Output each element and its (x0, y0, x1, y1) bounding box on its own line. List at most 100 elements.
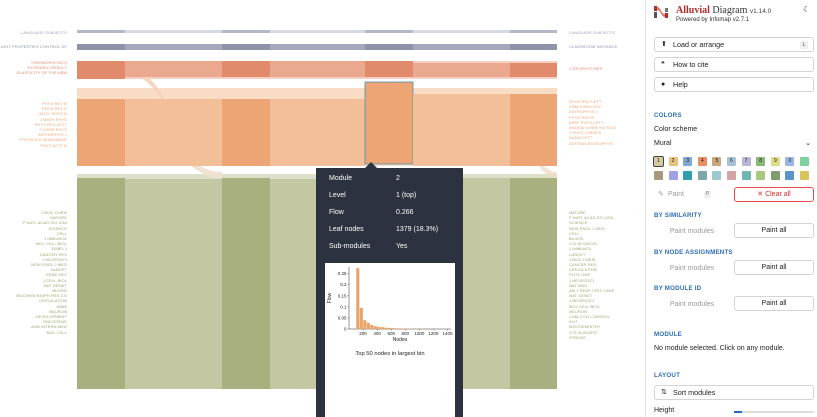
left-node-label: DEVELOPMENT (35, 314, 67, 319)
app-name: Alluvial (676, 5, 710, 16)
paint-button[interactable]: ✎ Paint P (654, 187, 724, 202)
right-node-label: J CLIN INVEST (569, 329, 599, 335)
right-node-label: NATURE (569, 210, 586, 215)
left-node-label: CANCER RES (39, 251, 67, 257)
histogram-bar (387, 327, 392, 329)
color-swatch[interactable] (770, 171, 780, 180)
histogram-bar (377, 326, 381, 329)
left-node-label: SCIENCE (48, 225, 67, 231)
left-node-label: J NEUROSCI (41, 256, 67, 262)
color-swatch[interactable] (741, 171, 751, 180)
left-node-label: PHYS REV E (41, 106, 67, 112)
histogram-bar (391, 328, 395, 329)
y-tick-label: 0.1 (340, 304, 347, 309)
color-swatch[interactable]: 9 (770, 157, 780, 166)
load-label: Load or arrange (673, 40, 725, 49)
color-swatch[interactable] (756, 171, 766, 180)
tooltip-arrow (365, 162, 377, 168)
left-node-label: LANCET (50, 267, 67, 273)
color-swatch[interactable]: 8 (756, 157, 766, 166)
color-swatch[interactable]: 5 (712, 157, 722, 166)
color-swatch[interactable]: 3 (683, 157, 693, 166)
tooltip-key-sub-modules: Sub-modules (329, 243, 371, 250)
left-node-label: J MATH PHYS (39, 116, 67, 122)
right-node-label: CANCER RES (569, 262, 597, 267)
left-node-label: NAT GENET (43, 282, 67, 288)
histogram-bar (398, 328, 402, 329)
left-node-label: P NATL ACAD SCI USA (22, 220, 67, 226)
module-id-paint-all-button[interactable]: Paint all (734, 296, 814, 311)
similarity-paint-all-button[interactable]: Paint all (734, 223, 814, 238)
histogram-bar (363, 320, 367, 329)
histogram-svg: 200 400 600 800 1000 1200 1400 0 0.05 0.1 0.15 0.2 0… (327, 267, 453, 343)
color-swatch[interactable] (800, 157, 809, 166)
paint-label: Paint (668, 191, 684, 198)
left-node-label: MOL CELL (46, 329, 67, 335)
left-node-label: PHYSICA D NONLINEAR (19, 137, 67, 143)
sort-modules-button[interactable]: ⇅ Sort modules (654, 385, 814, 400)
color-scheme-select[interactable]: Mural ⌄ (654, 137, 814, 150)
tooltip-key-leaf-nodes: Leaf nodes (329, 226, 364, 233)
flow-histogram: 200 400 600 800 1000 1200 1400 0 0.05 0.1 0.15 0.2 0… (325, 263, 455, 417)
right-node-label: J AM COLL CARDIOL (569, 314, 610, 319)
color-swatch[interactable] (697, 171, 707, 180)
color-swatch[interactable]: 7 (741, 157, 751, 166)
color-swatch[interactable] (668, 171, 678, 180)
right-node-label: APPL PHYS LETT (569, 119, 604, 125)
module-tooltip: Module 2 Level 1 (top) Flow 0.266 Leaf n… (316, 162, 463, 417)
section-module: MODULE (654, 331, 683, 338)
color-swatch[interactable]: 2 (668, 157, 678, 166)
x-tick-label: 800 (402, 331, 410, 336)
left-node-label: LIGHT PROPERTIES CONTROL OF (0, 44, 67, 49)
histogram-bar (373, 326, 377, 329)
similarity-paint-modules-button[interactable]: Paint modules (669, 228, 715, 235)
node-assign-paint-all-button[interactable]: Paint all (734, 260, 814, 275)
color-swatch[interactable] (654, 171, 663, 180)
color-swatch[interactable] (683, 171, 693, 180)
left-node-label: BIOCHEM BIOPH RES CO (16, 293, 67, 299)
clear-all-button[interactable]: ✕ Clear all (734, 187, 814, 202)
x-tick-label: 1200 (428, 331, 439, 336)
paint-row: ✎ Paint P ✕ Clear all (654, 187, 814, 202)
right-node-label: ASTRON ASTROPHYS (569, 140, 613, 146)
color-swatch[interactable] (712, 171, 722, 180)
right-node-label: AM J RESP CRIT CARE (569, 288, 615, 293)
dark-mode-toggle-icon[interactable]: ☾ (803, 5, 811, 14)
left-node-label: MOL CELL BIOL (35, 241, 67, 247)
right-node-label: ASTROPHYS J (569, 109, 598, 115)
y-tick-label: 0.15 (338, 293, 347, 298)
left-node-label: PHYS REV LETT (34, 121, 67, 127)
right-node-label: LANGUAGE SUBJECTS (569, 30, 615, 35)
right-node-label: MOL CELL BIOL (569, 303, 601, 309)
color-swatch[interactable]: 6 (727, 157, 736, 166)
left-node-label: PHYS LETT B (40, 142, 67, 148)
help-button[interactable]: ● Help (654, 77, 814, 92)
color-swatch[interactable]: 1 (653, 156, 664, 167)
sort-modules-label: Sort modules (673, 388, 716, 397)
color-swatch[interactable] (800, 171, 809, 180)
section-by-similarity: BY SIMILARITY (654, 212, 702, 219)
node-assign-paint-modules-button[interactable]: Paint modules (669, 265, 715, 272)
tooltip-value-leaf-nodes: 1379 (18.3%) (396, 226, 439, 233)
sidebar: Alluvial Diagram v1.14.0 Powered by Info… (645, 0, 817, 417)
left-node-label: THERMOPHYSICS (30, 60, 67, 65)
height-slider[interactable] (734, 411, 814, 413)
color-swatch[interactable]: 4 (697, 157, 707, 166)
module-id-paint-modules-button[interactable]: Paint modules (669, 301, 715, 308)
left-node-label: JAMA (55, 303, 67, 309)
color-swatch[interactable] (785, 171, 795, 180)
paint-shortcut: P (704, 191, 711, 198)
histogram-bar (370, 325, 374, 329)
how-to-cite-button[interactable]: ❝ How to cite (654, 57, 814, 72)
brush-icon: ✎ (658, 191, 664, 198)
color-swatch[interactable] (727, 171, 736, 180)
left-node-label: BLOOD (52, 288, 67, 293)
right-node-label: BLOOD (569, 236, 584, 241)
histogram-caption: Top 50 nodes in largest bin (355, 351, 425, 357)
load-or-arrange-button[interactable]: ⬆ Load or arrange L (654, 37, 814, 52)
color-scheme-label: Color scheme (654, 126, 698, 133)
left-node-label: CIRCULATION (39, 298, 67, 304)
color-swatch[interactable]: 0 (785, 157, 795, 166)
y-tick-label: 0.25 (338, 271, 347, 276)
y-axis-label: Flow (327, 292, 333, 303)
